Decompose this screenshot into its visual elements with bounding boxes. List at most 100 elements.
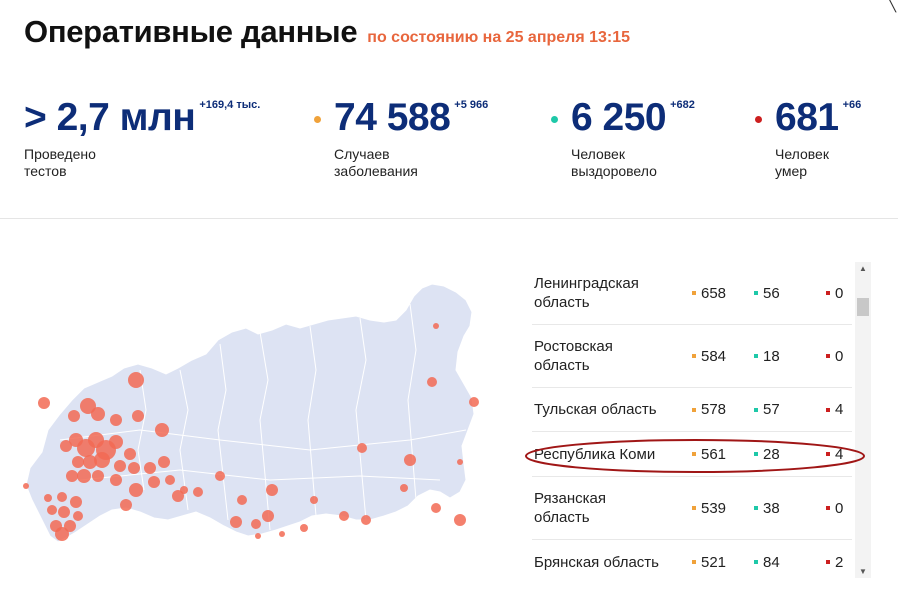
- stat-deaths-value: 681: [775, 96, 839, 139]
- case-bubble: [237, 495, 247, 505]
- list-item-highlighted[interactable]: Республика Коми 561 28 4: [532, 432, 852, 477]
- stat-tests-label-line2: тестов: [24, 163, 67, 179]
- recovered-square-icon: [754, 291, 758, 295]
- section-divider: [0, 218, 898, 219]
- case-bubble: [66, 470, 78, 482]
- cases-square-icon: [692, 506, 696, 510]
- stat-cases-label-line1: Случаев: [334, 146, 390, 162]
- stat-cases: 74 588 +5 966 Случаев заболевания: [314, 96, 488, 180]
- case-bubble: [148, 476, 160, 488]
- case-bubble: [310, 496, 318, 504]
- region-name: Ленинградская область: [534, 275, 639, 311]
- recovered-square-icon: [754, 506, 758, 510]
- region-border: [407, 303, 417, 501]
- region-name: Рязанская область: [534, 490, 606, 526]
- case-bubble: [215, 471, 225, 481]
- cases-square-icon: [692, 560, 696, 564]
- case-bubble: [400, 484, 408, 492]
- case-bubble: [266, 484, 278, 496]
- close-icon[interactable]: ╲: [887, 0, 896, 12]
- case-bubble: [92, 470, 104, 482]
- case-bubble: [23, 483, 29, 489]
- case-bubble: [262, 510, 274, 522]
- case-bubble: [433, 323, 439, 329]
- deaths-square-icon: [826, 452, 830, 456]
- region-deaths: 0: [835, 499, 844, 517]
- case-bubble: [64, 520, 76, 532]
- list-item[interactable]: Брянская область 521 84 2: [532, 540, 852, 578]
- region-recovered: 28: [763, 445, 780, 463]
- case-bubble: [109, 435, 123, 449]
- case-bubble: [158, 456, 170, 468]
- case-bubble: [128, 372, 144, 388]
- case-bubble: [180, 486, 188, 494]
- case-bubble: [255, 533, 261, 539]
- scroll-down-arrow-icon[interactable]: ▼: [859, 567, 867, 576]
- stat-recovered-value: 6 250: [571, 96, 667, 139]
- case-bubble: [361, 515, 371, 525]
- deaths-dot-icon: [755, 116, 762, 123]
- case-bubble: [77, 469, 91, 483]
- list-item[interactable]: Ростовская область 584 18 0: [532, 325, 852, 388]
- case-bubble: [44, 494, 52, 502]
- region-cases: 539: [701, 499, 727, 517]
- stat-recovered: 6 250 +682 Человек выздоровело: [551, 96, 695, 180]
- stat-deaths: 681 +66 Человек умер: [755, 96, 861, 180]
- region-recovered: 84: [763, 553, 780, 571]
- case-bubble: [230, 516, 242, 528]
- case-bubble: [357, 443, 367, 453]
- stat-recovered-delta: +682: [670, 99, 695, 111]
- russia-map[interactable]: [20, 280, 480, 555]
- case-bubble: [193, 487, 203, 497]
- case-bubble: [94, 452, 110, 468]
- case-bubble: [120, 499, 132, 511]
- recovered-square-icon: [754, 560, 758, 564]
- region-deaths: 2: [835, 553, 844, 571]
- case-bubble: [339, 511, 349, 521]
- deaths-square-icon: [826, 506, 830, 510]
- case-bubble: [469, 397, 479, 407]
- case-bubble: [68, 410, 80, 422]
- case-bubble: [144, 462, 156, 474]
- cases-dot-icon: [314, 116, 321, 123]
- case-bubble: [47, 505, 57, 515]
- case-bubble: [72, 456, 84, 468]
- case-bubble: [128, 462, 140, 474]
- region-name: Брянская область: [534, 553, 659, 571]
- list-item[interactable]: Тульская область 578 57 4: [532, 388, 852, 432]
- case-bubble: [251, 519, 261, 529]
- list-item[interactable]: Рязанская область 539 38 0: [532, 477, 852, 540]
- case-bubble: [279, 531, 285, 537]
- list-item[interactable]: Ленинградская область 658 56 0: [532, 262, 852, 325]
- cases-square-icon: [692, 452, 696, 456]
- stat-recovered-label-line2: выздоровело: [571, 163, 657, 179]
- page-subtitle: по состоянию на 25 апреля 13:15: [367, 29, 631, 46]
- case-bubble: [70, 496, 82, 508]
- case-bubble: [404, 454, 416, 466]
- case-bubble: [155, 423, 169, 437]
- cases-square-icon: [692, 291, 696, 295]
- deaths-square-icon: [826, 407, 830, 412]
- stat-tests-label-line1: Проведено: [24, 146, 96, 162]
- case-bubble: [91, 407, 105, 421]
- stat-deaths-label-line1: Человек: [775, 146, 829, 162]
- scroll-up-arrow-icon[interactable]: ▲: [859, 264, 867, 273]
- region-name: Ростовская область: [534, 338, 613, 374]
- region-list[interactable]: Ленинградская область 658 56 0 Ростовская…: [532, 262, 852, 578]
- region-border: [59, 429, 467, 451]
- case-bubble: [124, 448, 136, 460]
- list-scrollbar[interactable]: ▲ ▼: [855, 262, 871, 578]
- region-cases: 561: [701, 445, 727, 463]
- region-deaths: 0: [835, 347, 844, 365]
- stat-deaths-label-line2: умер: [775, 163, 808, 179]
- region-cases: 584: [701, 347, 727, 365]
- region-border: [179, 369, 189, 511]
- region-deaths: 0: [835, 284, 844, 302]
- scrollbar-thumb[interactable]: [857, 298, 869, 316]
- stat-cases-delta: +5 966: [454, 99, 489, 111]
- region-name: Республика Коми: [534, 445, 656, 463]
- region-deaths: 4: [835, 445, 844, 463]
- stat-tests-value: > 2,7 млн: [24, 96, 196, 139]
- recovered-square-icon: [754, 407, 758, 412]
- case-bubble: [38, 397, 50, 409]
